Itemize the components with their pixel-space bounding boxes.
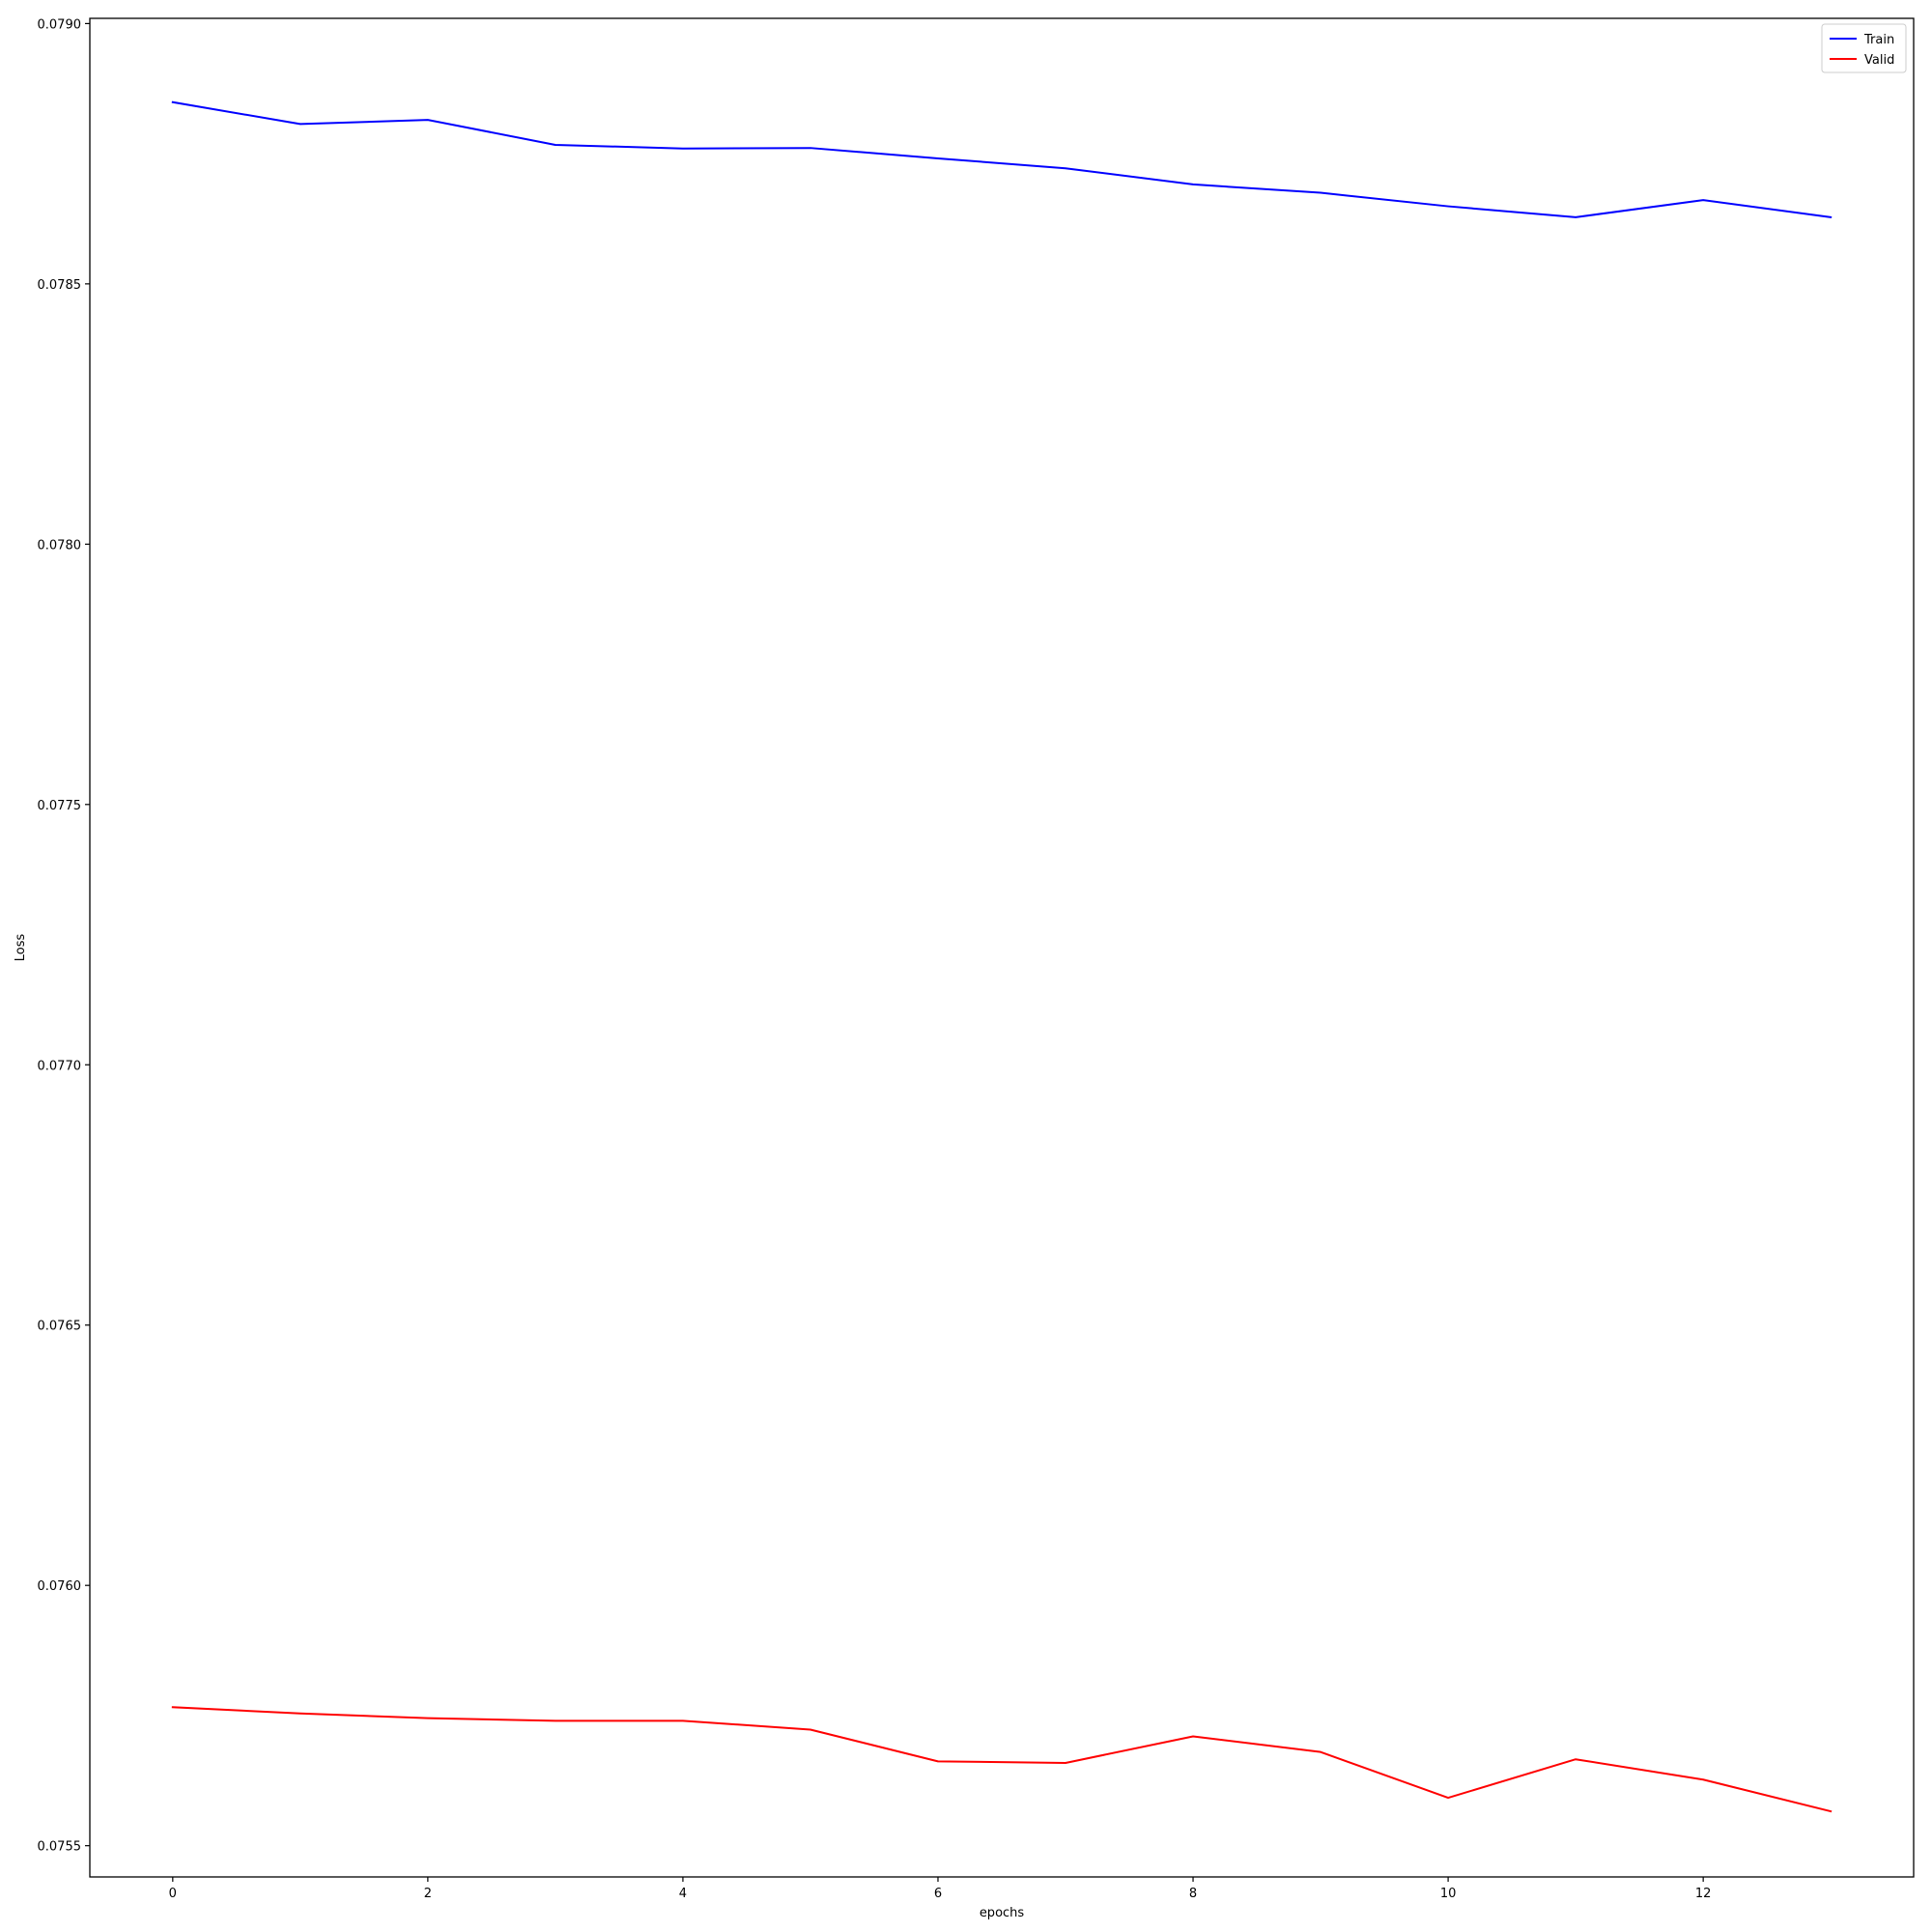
x-tick-label: 2 xyxy=(424,1887,432,1901)
y-tick-label: 0.0755 xyxy=(38,1840,82,1855)
legend-label-valid: Valid xyxy=(1864,53,1894,68)
y-tick-label: 0.0785 xyxy=(38,278,82,293)
y-tick-label: 0.0760 xyxy=(38,1579,82,1594)
y-tick-label: 0.0765 xyxy=(38,1320,82,1334)
y-tick-label: 0.0770 xyxy=(38,1059,82,1073)
x-tick-label: 8 xyxy=(1189,1887,1197,1901)
x-axis-label: epochs xyxy=(980,1906,1025,1920)
plot-area xyxy=(171,100,1833,1813)
y-axis-ticks: 0.0755 0.0760 0.0765 0.0770 0.0775 0.0780 0.07… xyxy=(38,17,90,1855)
series-line-valid xyxy=(171,1706,1833,1813)
y-tick-label: 0.0780 xyxy=(38,538,82,553)
x-tick-label: 0 xyxy=(169,1887,177,1901)
y-tick-label: 0.0775 xyxy=(38,799,82,813)
series-line-train xyxy=(171,100,1833,218)
x-axis-ticks: 0 2 4 6 8 10 12 xyxy=(169,1877,1712,1901)
y-axis-label: Loss xyxy=(14,934,28,962)
x-tick-label: 6 xyxy=(934,1887,942,1901)
x-tick-label: 10 xyxy=(1440,1887,1457,1901)
x-tick-label: 12 xyxy=(1695,1887,1712,1901)
legend-label-train: Train xyxy=(1863,33,1894,47)
legend: Train Valid xyxy=(1821,23,1907,73)
legend-box xyxy=(1821,23,1907,73)
axes-frame xyxy=(89,17,1915,1878)
y-tick-label: 0.0790 xyxy=(38,17,82,32)
x-tick-label: 4 xyxy=(679,1887,687,1901)
